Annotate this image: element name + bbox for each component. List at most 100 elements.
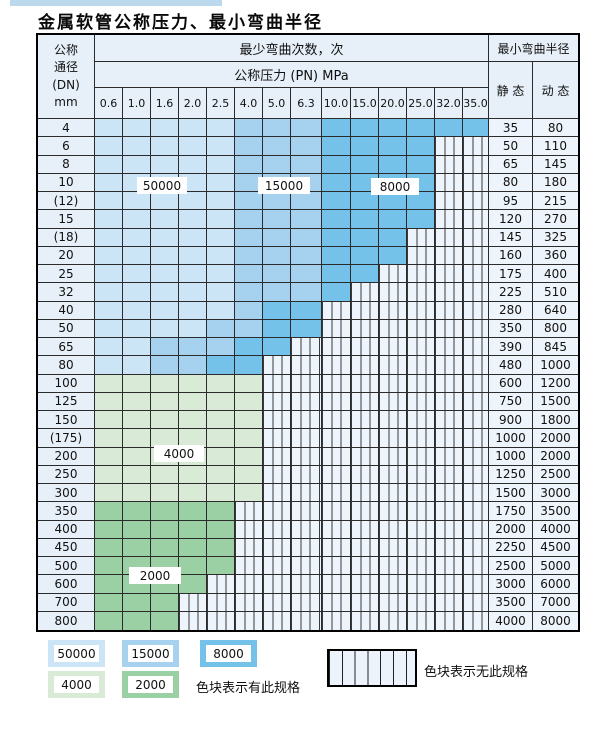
no-spec-cell <box>463 411 489 429</box>
dynamic-radius-cell: 1200 <box>533 374 578 392</box>
spec-cell-50000 <box>95 356 123 374</box>
dynamic-radius-cell: 4500 <box>533 538 578 556</box>
table-row-dn-125: 125 750 1500 <box>38 392 578 411</box>
dynamic-radius-cell: 8000 <box>533 611 578 630</box>
no-spec-cell <box>435 283 463 301</box>
spec-cell-2000 <box>95 611 123 630</box>
spec-cell-8000 <box>379 119 407 137</box>
no-spec-cell <box>407 392 435 410</box>
spec-cell-50000 <box>179 210 207 228</box>
spec-cell-2000 <box>95 557 123 575</box>
no-spec-cell <box>351 411 379 429</box>
dynamic-radius-cell: 325 <box>533 228 578 246</box>
spec-cell-8000 <box>322 155 351 173</box>
pressure-col-header-5.0: 5.0 <box>263 88 291 119</box>
spec-cell-4000 <box>235 447 263 465</box>
pressure-col-header-1.0: 1.0 <box>123 88 151 119</box>
dn-cell: 32 <box>38 283 95 301</box>
static-radius-cell: 160 <box>489 246 533 264</box>
dn-cell: 20 <box>38 246 95 264</box>
spec-cell-50000 <box>123 319 151 337</box>
table-row-dn-65: 65 390 845 <box>38 338 578 357</box>
no-spec-cell <box>379 593 407 611</box>
spec-cell-15000 <box>291 228 322 246</box>
table-row-dn-300: 300 1500 3000 <box>38 484 578 503</box>
no-spec-cell <box>463 593 489 611</box>
table-row-dn-800: 800 4000 8000 <box>38 611 578 630</box>
dn-cell: (175) <box>38 429 95 447</box>
no-spec-cell <box>322 575 351 593</box>
spec-cell-15000 <box>235 192 263 210</box>
legend-swatch-label: 50000 <box>54 645 99 662</box>
spec-cell-8000 <box>407 155 435 173</box>
spec-cell-4000 <box>95 429 123 447</box>
spec-cell-15000 <box>291 210 322 228</box>
no-spec-cell <box>351 611 379 630</box>
spec-table: 公称 通径 (DN) mm 最少弯曲次数，次 最小弯曲半径 公称压力 (PN) … <box>36 33 580 632</box>
spec-cell-2000 <box>95 538 123 556</box>
no-spec-cell <box>235 557 263 575</box>
dn-cell: 8 <box>38 155 95 173</box>
spec-cell-2000 <box>151 502 179 520</box>
table-row-dn-(18): (18) 145 325 <box>38 228 578 247</box>
no-spec-cell <box>407 356 435 374</box>
dn-cell: 100 <box>38 374 95 392</box>
no-spec-cell <box>407 228 435 246</box>
spec-cell-50000 <box>179 119 207 137</box>
no-spec-cell <box>435 374 463 392</box>
static-radius-cell: 1000 <box>489 447 533 465</box>
no-spec-cell <box>379 465 407 483</box>
no-spec-cell <box>351 447 379 465</box>
spec-cell-8000 <box>463 119 489 137</box>
no-spec-cell <box>322 557 351 575</box>
zone-label-15000: 15000 <box>258 177 310 194</box>
static-radius-cell: 80 <box>489 173 533 191</box>
spec-cell-8000 <box>351 246 379 264</box>
table-row-dn-150: 150 900 1800 <box>38 411 578 430</box>
spec-cell-15000 <box>235 265 263 283</box>
spec-cell-50000 <box>123 338 151 356</box>
spec-cell-50000 <box>207 283 235 301</box>
spec-cell-50000 <box>151 301 179 319</box>
no-spec-cell <box>379 392 407 410</box>
spec-cell-50000 <box>123 192 151 210</box>
no-spec-cell <box>435 429 463 447</box>
spec-cell-15000 <box>235 119 263 137</box>
no-spec-cell <box>435 210 463 228</box>
dn-cell: 500 <box>38 557 95 575</box>
spec-cell-8000 <box>379 228 407 246</box>
table-row-dn-500: 500 2500 5000 <box>38 557 578 576</box>
spec-cell-50000 <box>95 283 123 301</box>
dn-cell: 600 <box>38 575 95 593</box>
no-spec-cell <box>351 301 379 319</box>
no-spec-cell <box>263 429 291 447</box>
spec-cell-15000 <box>263 246 291 264</box>
dynamic-radius-cell: 4000 <box>533 520 578 538</box>
spec-cell-50000 <box>95 155 123 173</box>
no-spec-cell <box>379 265 407 283</box>
dynamic-radius-cell: 400 <box>533 265 578 283</box>
spec-cell-50000 <box>151 246 179 264</box>
top-decor-strip <box>10 0 222 6</box>
spec-cell-15000 <box>291 246 322 264</box>
no-spec-cell <box>407 283 435 301</box>
spec-cell-50000 <box>151 228 179 246</box>
spec-cell-15000 <box>235 228 263 246</box>
spec-cell-50000 <box>151 119 179 137</box>
spec-cell-50000 <box>151 137 179 155</box>
spec-cell-2000 <box>95 593 123 611</box>
no-spec-cell <box>263 447 291 465</box>
pressure-col-header-32.0: 32.0 <box>435 88 463 119</box>
static-radius-cell: 35 <box>489 119 533 137</box>
spec-cell-8000 <box>291 319 322 337</box>
spec-cell-8000 <box>435 119 463 137</box>
static-radius-cell: 1750 <box>489 502 533 520</box>
spec-cell-2000 <box>95 502 123 520</box>
spec-cell-8000 <box>351 192 379 210</box>
spec-cell-50000 <box>151 192 179 210</box>
no-spec-cell <box>322 411 351 429</box>
spec-cell-4000 <box>235 392 263 410</box>
table-row-dn-100: 100 600 1200 <box>38 374 578 393</box>
table-row-dn-40: 40 280 640 <box>38 301 578 320</box>
no-spec-cell <box>207 575 235 593</box>
